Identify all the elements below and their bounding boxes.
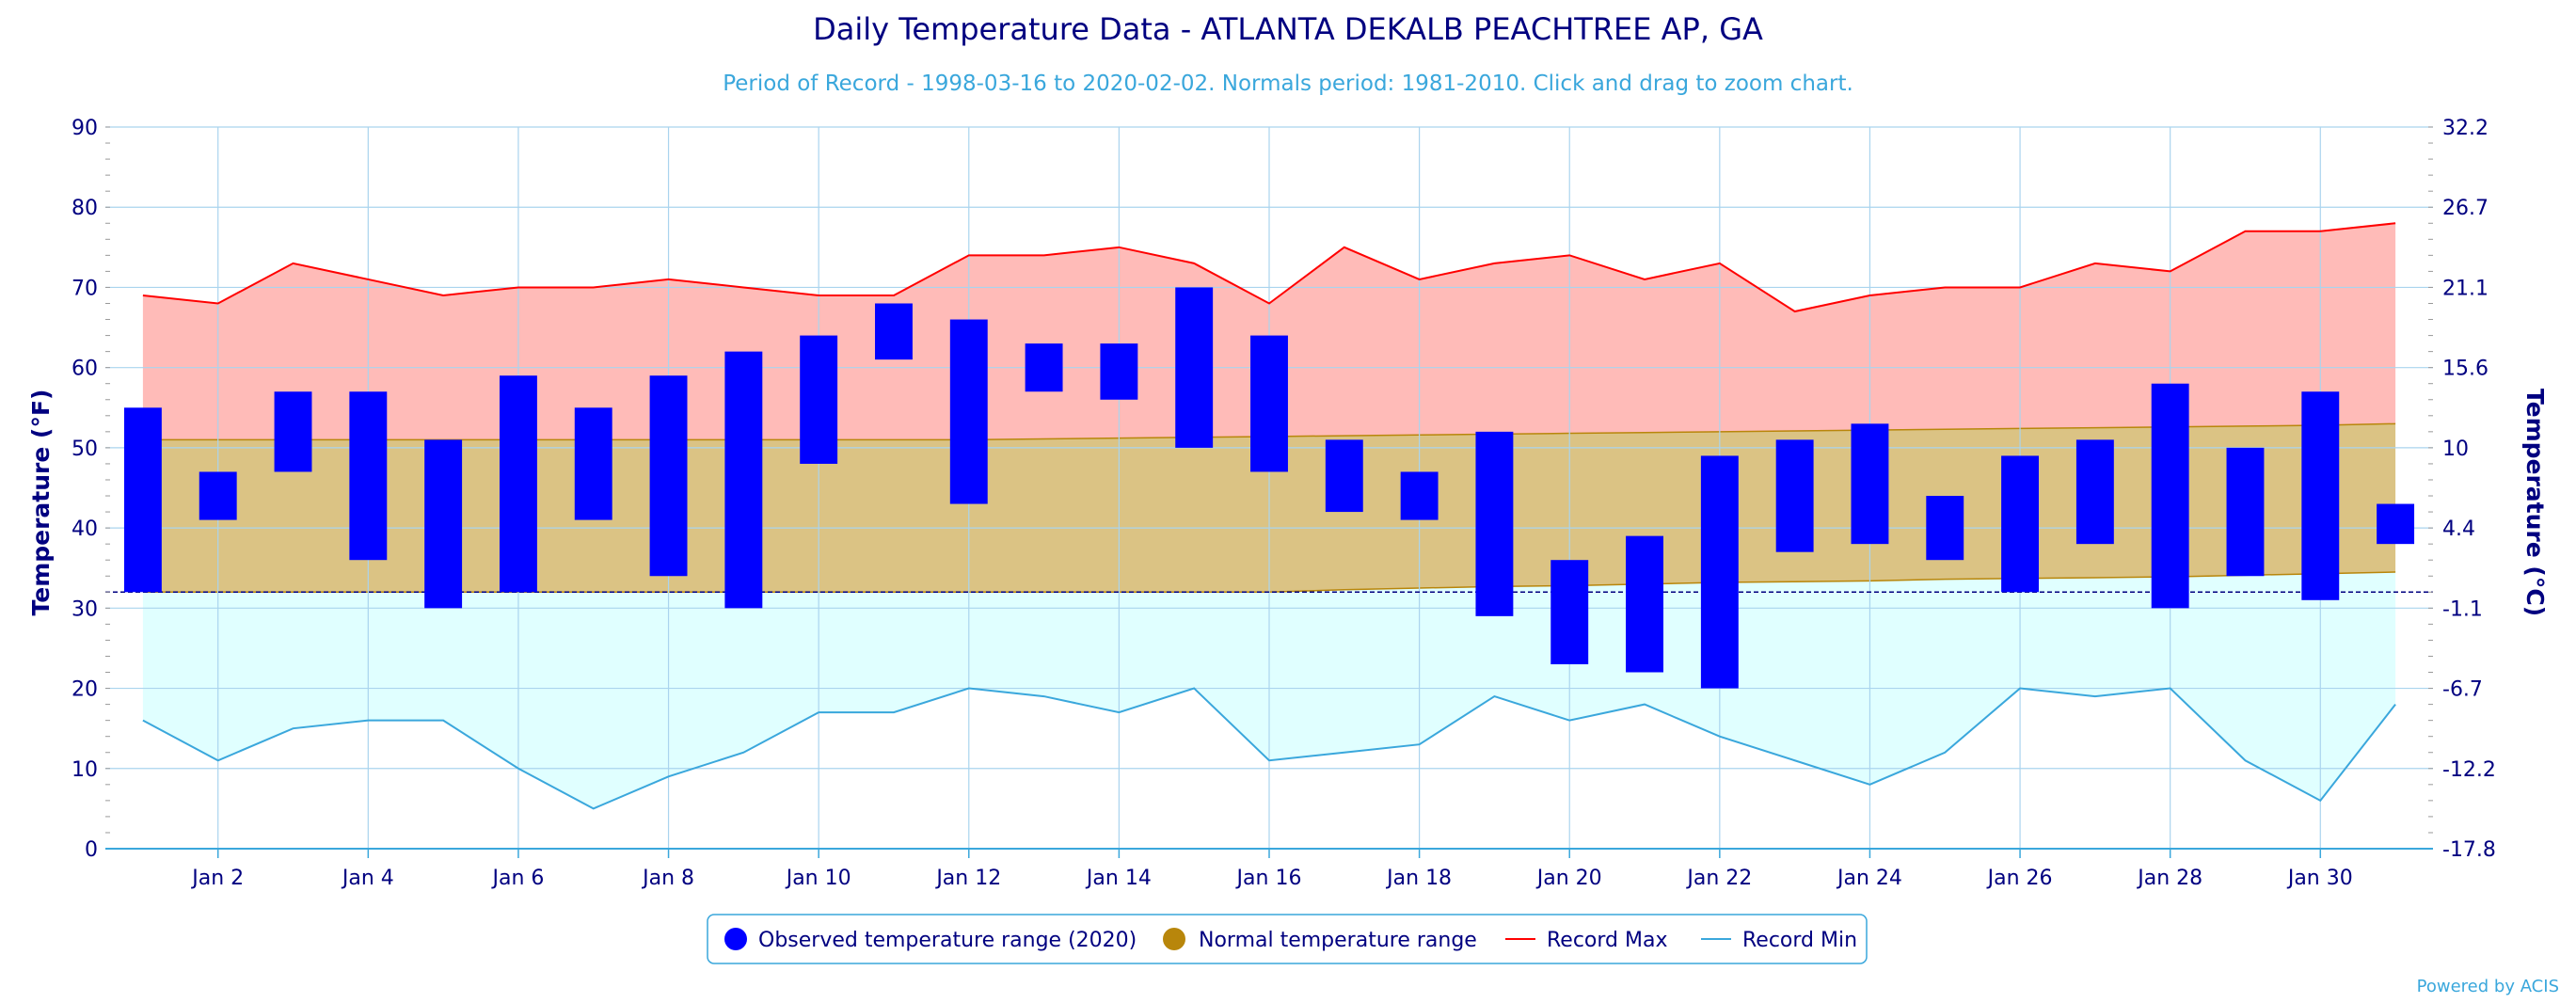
observed-bar[interactable] (1926, 496, 1964, 561)
y-axis-title-right: Temperature (°C) (2521, 389, 2549, 616)
x-tick-label: Jan 6 (490, 867, 544, 890)
y-tick-label-left: 0 (85, 838, 98, 862)
observed-bar[interactable] (1775, 439, 1814, 552)
y-tick-label-left: 90 (72, 117, 98, 140)
legend-item-normal[interactable]: Normal temperature range (1163, 928, 1477, 952)
legend-label-record-min: Record Min (1742, 929, 1857, 952)
y-tick-label-right: -17.8 (2442, 838, 2496, 862)
y-tick-label-left: 80 (72, 197, 98, 220)
legend-item-record-min[interactable]: Record Min (1701, 929, 1857, 952)
observed-bar[interactable] (2151, 383, 2189, 609)
y-tick-label-right: -12.2 (2442, 758, 2496, 782)
y-tick-label-left: 60 (72, 358, 98, 381)
observed-bar[interactable] (1626, 535, 1663, 673)
observed-bar[interactable] (2001, 455, 2040, 593)
observed-bar[interactable] (1550, 560, 1589, 664)
observed-bar[interactable] (800, 335, 838, 464)
grid-layer (105, 126, 2433, 849)
observed-bar[interactable] (574, 407, 612, 520)
observed-bar[interactable] (349, 391, 388, 561)
observed-bar[interactable] (199, 471, 237, 520)
observed-bar[interactable] (1250, 335, 1288, 472)
observed-bar[interactable] (1475, 431, 1514, 616)
record-max-line[interactable] (142, 222, 2396, 313)
observed-bar[interactable] (1400, 471, 1439, 520)
legend-label-record-max: Record Max (1547, 929, 1668, 952)
legend-box (707, 914, 1868, 964)
y-tick-label-left: 50 (72, 438, 98, 461)
x-tick-label: Jan 30 (2286, 867, 2353, 890)
x-tick-label: Jan 28 (2136, 867, 2202, 890)
x-tick-label: Jan 16 (1235, 867, 1302, 890)
x-tick-label: Jan 12 (934, 867, 1001, 890)
observed-bar[interactable] (875, 303, 913, 360)
observed-bar[interactable] (424, 439, 463, 609)
legend-symbol-normal (1163, 928, 1185, 950)
legend-item-observed[interactable]: Observed temperature range (2020) (724, 928, 1137, 952)
observed-bar[interactable] (649, 375, 688, 577)
legend-symbol-observed (724, 928, 747, 950)
observed-bar[interactable] (1325, 439, 1363, 513)
y-tick-label-right: 21.1 (2442, 277, 2489, 300)
legend-label-observed: Observed temperature range (2020) (758, 929, 1137, 952)
observed-bar[interactable] (499, 375, 537, 593)
observed-bars-layer (123, 287, 2415, 689)
observed-bar[interactable] (949, 319, 988, 504)
observed-bar[interactable] (2226, 447, 2265, 577)
x-tick-label: Jan 22 (1685, 867, 1752, 890)
y-tick-label-right: -6.7 (2442, 678, 2483, 702)
y-tick-label-left: 40 (72, 517, 98, 541)
x-tick-label: Jan 4 (341, 867, 394, 890)
y-tick-label-right: 10 (2442, 438, 2469, 461)
observed-bar[interactable] (1700, 455, 1739, 689)
legend: Observed temperature range (2020) Normal… (707, 914, 1868, 964)
x-tick-label: Jan 14 (1085, 867, 1152, 890)
observed-bar[interactable] (1175, 287, 1214, 448)
x-tick-label: Jan 26 (1986, 867, 2053, 890)
observed-bar[interactable] (1100, 343, 1138, 400)
observed-bar[interactable] (1851, 423, 1889, 545)
record-min-line[interactable] (142, 687, 2396, 810)
observed-bar[interactable] (2075, 439, 2114, 545)
chart-subtitle: Period of Record - 1998-03-16 to 2020-02… (723, 72, 1853, 96)
y-tick-label-right: 32.2 (2442, 117, 2489, 140)
x-tick-label: Jan 18 (1385, 867, 1452, 890)
x-tick-label: Jan 10 (785, 867, 851, 890)
observed-bar[interactable] (1025, 343, 1063, 392)
y-tick-label-left: 10 (72, 758, 98, 782)
y-tick-label-right: 26.7 (2442, 197, 2489, 220)
y-tick-label-left: 70 (72, 277, 98, 300)
legend-item-record-max[interactable]: Record Max (1505, 929, 1668, 952)
observed-bar[interactable] (274, 391, 312, 472)
y-tick-label-left: 20 (72, 678, 98, 702)
chart-title: Daily Temperature Data - ATLANTA DEKALB … (813, 11, 1763, 47)
credit-link[interactable]: Powered by ACIS (2417, 977, 2559, 996)
observed-bar[interactable] (724, 351, 763, 609)
x-tick-label: Jan 24 (1836, 867, 1902, 890)
observed-bar[interactable] (2301, 391, 2340, 600)
observed-bar[interactable] (123, 407, 162, 593)
y-tick-label-right: 15.6 (2442, 358, 2489, 381)
y-tick-label-right: -1.1 (2442, 597, 2483, 621)
y-tick-label-right: 4.4 (2442, 517, 2475, 541)
observed-bar[interactable] (2377, 503, 2415, 545)
x-tick-label: Jan 8 (641, 867, 694, 890)
y-axis-title-left: Temperature (°F) (27, 390, 55, 616)
legend-label-normal: Normal temperature range (1199, 929, 1477, 952)
x-tick-label: Jan 2 (190, 867, 244, 890)
y-tick-label-left: 30 (72, 597, 98, 621)
record-lines-layer (142, 222, 2396, 810)
axes-layer: Jan 2 Jan 4 Jan 6 Jan 8 Jan 10 Jan 12 Jan 14 Ja… (72, 117, 2496, 890)
x-tick-label: Jan 20 (1535, 867, 1602, 890)
